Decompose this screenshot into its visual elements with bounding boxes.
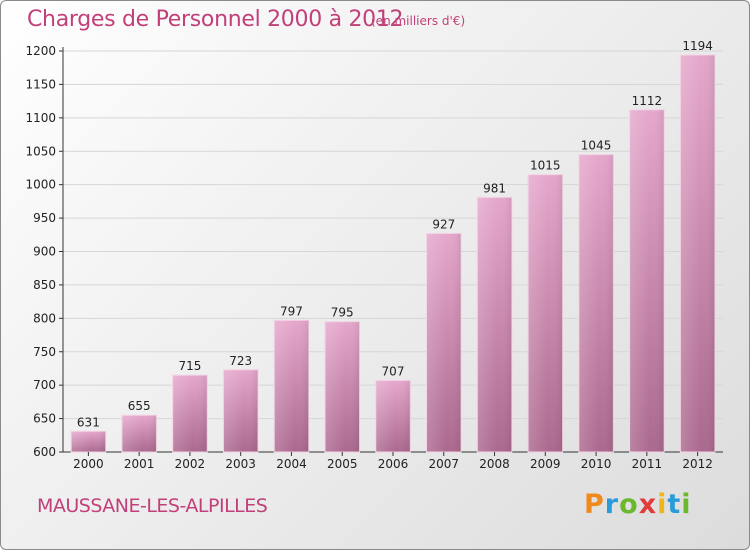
bar-shading <box>375 380 411 452</box>
x-tick-label: 2006 <box>378 457 409 471</box>
bar-value-label: 1112 <box>632 94 663 108</box>
bar-value-label: 1015 <box>530 159 561 173</box>
x-tick-label: 2011 <box>632 457 663 471</box>
x-tick-label: 2012 <box>682 457 713 471</box>
bar-value-label: 795 <box>331 306 354 320</box>
x-tick-label: 2010 <box>581 457 612 471</box>
x-tick-label: 2000 <box>73 457 104 471</box>
x-tick-label: 2008 <box>479 457 510 471</box>
bar-value-label: 655 <box>128 399 151 413</box>
y-tick-label: 1150 <box>25 77 56 91</box>
x-tick-label: 2003 <box>225 457 256 471</box>
chart-subtitle: (en milliers d'€) <box>371 14 466 28</box>
bar-shading <box>426 233 462 452</box>
bars: 631 655 715 723 797 795 707 927 981 1015 1045 1112 1… <box>70 39 716 453</box>
bar-value-label: 797 <box>280 304 303 318</box>
y-axis: 600 650 700 750 800 850 900 950 1000 1050 1100 1150… <box>25 44 723 459</box>
x-tick-label: 2002 <box>175 457 206 471</box>
x-tick-label: 2004 <box>276 457 307 471</box>
bar-value-label: 707 <box>382 364 405 378</box>
bar-shading <box>71 431 106 452</box>
bar-value-label: 1045 <box>581 139 612 153</box>
y-tick-label: 800 <box>33 311 56 325</box>
y-tick-label: 700 <box>33 378 56 392</box>
bar-shading <box>172 375 208 452</box>
bar-shading <box>223 369 258 452</box>
y-tick-label: 1000 <box>25 178 56 192</box>
y-tick-label: 1100 <box>25 111 56 125</box>
y-tick-label: 600 <box>33 445 56 459</box>
x-axis: 2000 2001 2002 2003 2004 2005 2006 2007 2008 2009… <box>73 452 713 471</box>
y-tick-label: 950 <box>33 211 56 225</box>
bar-shading <box>680 55 715 452</box>
bar-shading <box>477 197 512 452</box>
proxiti-logo: Proxiti <box>584 489 692 520</box>
bar-shading <box>121 415 157 452</box>
bar-shading <box>528 174 563 452</box>
y-tick-label: 1200 <box>25 44 56 58</box>
y-tick-label: 650 <box>33 412 56 426</box>
bar-value-label: 723 <box>229 354 252 368</box>
bar-value-label: 631 <box>77 415 100 429</box>
bar-shading <box>274 320 309 452</box>
bar-value-label: 927 <box>432 217 455 231</box>
bar-value-label: 981 <box>483 181 506 195</box>
bar-value-label: 715 <box>178 359 201 373</box>
bar-shading <box>629 109 665 453</box>
x-tick-label: 2005 <box>327 457 358 471</box>
chart-title: Charges de Personnel 2000 à 2012 <box>27 7 404 32</box>
bar-value-label: 1194 <box>682 39 713 53</box>
bar-shading <box>324 321 360 452</box>
bar-shading <box>578 154 614 452</box>
y-tick-label: 850 <box>33 278 56 292</box>
y-tick-label: 1050 <box>25 144 56 158</box>
x-tick-label: 2007 <box>428 457 459 471</box>
x-tick-label: 2009 <box>530 457 561 471</box>
y-tick-label: 750 <box>33 345 56 359</box>
y-tick-label: 900 <box>33 245 56 259</box>
x-tick-label: 2001 <box>124 457 155 471</box>
place-name: MAUSSANE-LES-ALPILLES <box>37 495 268 517</box>
